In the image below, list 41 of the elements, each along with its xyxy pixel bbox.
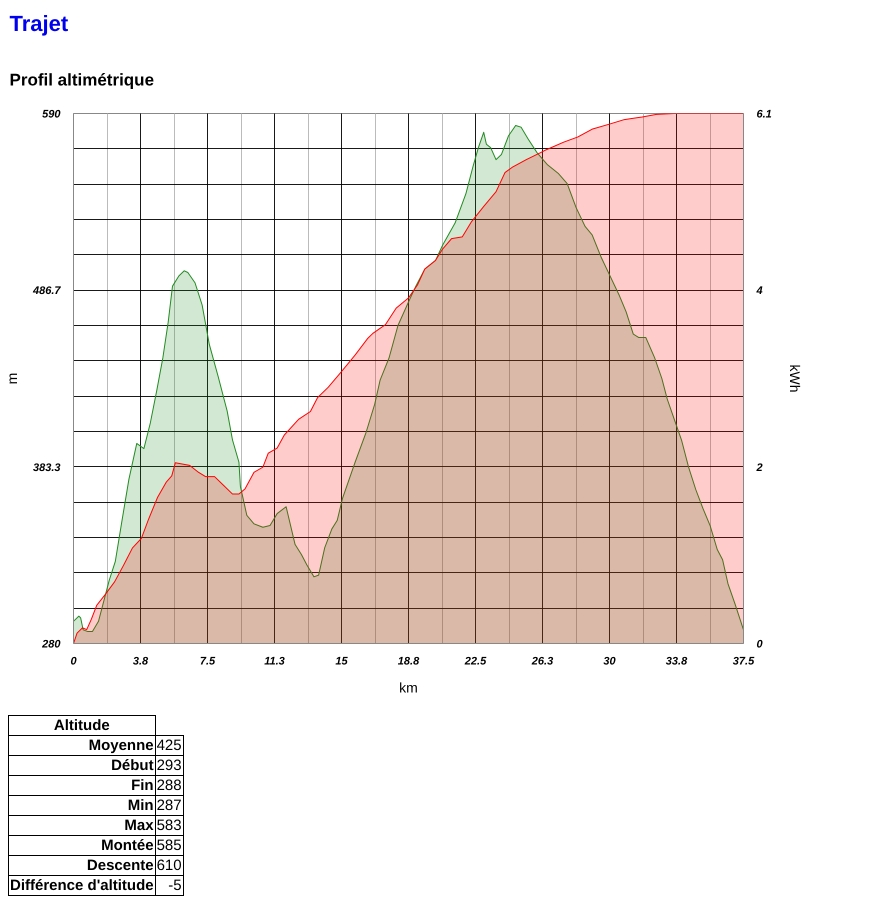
chart-title: Trajet [10,11,69,36]
x-tick-label: 18.8 [398,656,420,668]
x-tick-label: 33.8 [666,656,688,668]
text: Descente [8,856,156,876]
text: -5 [155,876,184,896]
text: Début [8,756,156,776]
y2-tick-label: 6.1 [756,108,772,120]
text: 585 [155,836,184,856]
x-tick-label: 22.5 [464,656,488,668]
y-tick-label: 280 [41,638,62,650]
y-tick-label: 590 [42,108,62,120]
text: Altitude [8,716,156,736]
y-tick-label: 383.3 [32,462,61,474]
text: 610 [155,856,184,876]
y2-tick-label: 4 [756,285,763,298]
y2-axis-title: kWh [786,364,803,392]
y2-tick-label: 0 [756,638,764,650]
x-axis-title: km [399,680,418,696]
text: Max [8,816,156,836]
text: 293 [155,756,184,776]
x-tick-label: 11.3 [264,656,285,668]
x-tick-label: 0 [70,656,78,668]
y2-tick-label: 2 [756,462,763,474]
x-tick-label: 7.5 [200,656,216,668]
x-tick-label: 3.8 [132,656,150,668]
text: Montée [8,836,156,856]
text: 288 [155,776,184,796]
x-tick-label: 30 [603,656,616,668]
text: Différence d'altitude [8,876,156,896]
x-tick-label: 37.5 [732,656,756,668]
chart-subtitle: Profil altimétrique [10,70,154,90]
text: Moyenne [8,736,156,756]
y-tick-label: 486.7 [32,285,62,298]
text: 583 [155,816,184,836]
text: 425 [155,736,184,756]
text: Fin [8,776,156,796]
x-tick-label: 15 [335,656,348,668]
text: Min [8,796,156,816]
y-axis-title: m [4,372,20,384]
text: 287 [155,796,184,816]
x-tick-label: 26.3 [530,656,554,668]
